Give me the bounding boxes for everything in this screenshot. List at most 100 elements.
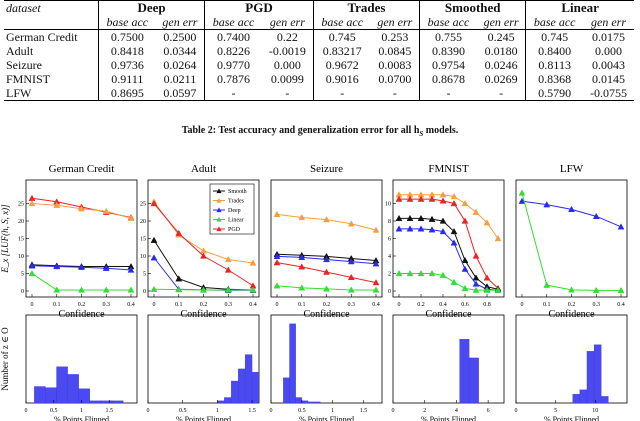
x-tick-label: 0.4 xyxy=(372,302,380,308)
histogram-bar xyxy=(579,389,588,404)
data-point-linear xyxy=(372,286,380,293)
table-cell: 0.8678 xyxy=(419,72,477,86)
x-axis-label: Confidence xyxy=(548,309,595,320)
table-cell: 0.0083 xyxy=(378,58,412,72)
series-line-smooth xyxy=(399,217,499,290)
x-tick-label: 1 xyxy=(331,408,334,414)
data-point-linear xyxy=(150,285,158,292)
data-point-trades xyxy=(472,208,480,215)
table-cell: -0.0019 xyxy=(268,44,306,58)
table-cell: 0.0269 xyxy=(484,72,518,86)
histogram-bar xyxy=(224,397,232,404)
data-point-smooth xyxy=(428,215,436,222)
series-line-trades xyxy=(399,194,499,239)
data-point-linear xyxy=(472,286,480,293)
series-line-deep xyxy=(399,228,499,291)
series-line-pgd xyxy=(399,198,499,289)
data-point-linear xyxy=(494,286,502,293)
y-tick-label: 6 xyxy=(388,237,391,243)
table-caption: Table 2: Test accuracy and generalizatio… xyxy=(181,125,459,138)
data-point-smooth xyxy=(439,217,447,224)
data-point-pgd xyxy=(224,266,232,273)
table-cell: 0.8695 xyxy=(97,86,156,101)
table-cell: 0.8113 xyxy=(525,58,584,72)
data-point-smooth xyxy=(406,214,414,222)
x-tick-label: 0.1 xyxy=(53,302,61,308)
data-point-trades xyxy=(28,199,36,207)
x-axis-label: % Points Flipped xyxy=(176,415,231,421)
x-tick-label: 0.8 xyxy=(483,302,491,308)
subheader-base-acc: base acc xyxy=(204,15,262,30)
y-tick-label: 10 xyxy=(18,254,24,260)
data-point-pgd xyxy=(298,263,306,270)
x-tick-label: 0.3 xyxy=(225,302,233,308)
histogram-frame xyxy=(392,314,505,404)
legend-marker xyxy=(216,188,222,194)
x-axis-label: Confidence xyxy=(180,309,227,320)
x-axis-label: % Points Flipped xyxy=(544,415,599,421)
dataset-name-cell: German Credit xyxy=(6,30,78,44)
subheader-gen-err: gen err xyxy=(377,15,413,29)
x-axis-label: % Points Flipped xyxy=(421,415,476,421)
table-cell: 0.000 xyxy=(273,58,301,72)
data-point-linear xyxy=(518,189,526,196)
table-cell: 0.245 xyxy=(487,30,515,44)
histogram-frame xyxy=(147,314,260,404)
table-cell: 0.253 xyxy=(381,30,409,44)
data-point-deep xyxy=(518,197,526,204)
dataset-name-cell: Seizure xyxy=(6,58,42,72)
x-tick-label: 1.5 xyxy=(106,408,114,414)
data-point-pgd xyxy=(483,274,491,281)
histogram-bar xyxy=(283,377,290,404)
x-tick-label: 4 xyxy=(455,408,458,414)
x-tick-label: 1.5 xyxy=(248,408,256,414)
table-cell: - xyxy=(285,86,290,100)
y-axis-label-top: E_x [LUF(h, S, x)] xyxy=(0,204,10,274)
x-axis-label: Confidence xyxy=(425,309,472,320)
table-cell: 0.745 xyxy=(312,29,371,44)
data-point-linear xyxy=(406,269,414,277)
table-cell: 0.9016 xyxy=(312,72,371,86)
data-point-trades xyxy=(200,247,207,254)
x-tick-label: 0.4 xyxy=(617,302,625,308)
data-point-linear xyxy=(543,281,551,288)
histogram-bar xyxy=(586,351,595,404)
data-point-trades xyxy=(224,255,232,263)
x-tick-label: 0.2 xyxy=(417,302,425,308)
data-point-pgd xyxy=(439,197,447,204)
x-axis-label: Confidence xyxy=(303,309,350,320)
data-point-trades xyxy=(298,213,306,221)
data-point-linear xyxy=(461,284,469,292)
data-point-deep xyxy=(450,239,458,246)
data-point-pgd xyxy=(28,194,36,201)
y-axis-label-bottom: Number of z ∈ O xyxy=(0,327,10,391)
x-tick-label: 0 xyxy=(276,302,279,308)
data-point-deep xyxy=(323,255,330,263)
results-table: dataset Deep PGD Trades Smoothed Linear … xyxy=(4,0,634,101)
data-point-trades xyxy=(323,216,330,223)
x-tick-label: 0.2 xyxy=(200,302,208,308)
histogram-bar xyxy=(231,380,239,404)
table-cell: 0.0180 xyxy=(484,44,518,58)
table-cell: 0.9736 xyxy=(97,58,156,72)
legend-label: Deep xyxy=(228,208,241,214)
table-cell: 0.5790 xyxy=(525,86,584,101)
histogram-bar xyxy=(459,339,470,404)
data-point-pgd xyxy=(150,199,158,207)
subheader-gen-err: gen err xyxy=(483,15,519,29)
data-point-linear xyxy=(450,278,458,285)
data-point-trades xyxy=(102,207,110,214)
x-tick-label: 5 xyxy=(554,408,557,414)
data-point-linear xyxy=(28,269,36,277)
histogram-bar xyxy=(289,323,296,404)
subheader-gen-err: gen err xyxy=(162,15,198,29)
table-row: LFW 0.8695 0.0597- - - - - -0.5790 -0.0755 xyxy=(4,86,634,101)
x-tick-label: 0 xyxy=(521,302,524,308)
y-tick-label: 15 xyxy=(18,237,24,243)
y-tick-label: 5 xyxy=(143,272,146,278)
data-point-linear xyxy=(347,286,355,293)
y-tick-label: 0 xyxy=(388,289,391,295)
table-row: FMNIST 0.9111 0.0211 0.7876 0.0099 0.9016 0.07… xyxy=(4,72,634,86)
table-cell: 0.22 xyxy=(276,30,298,44)
